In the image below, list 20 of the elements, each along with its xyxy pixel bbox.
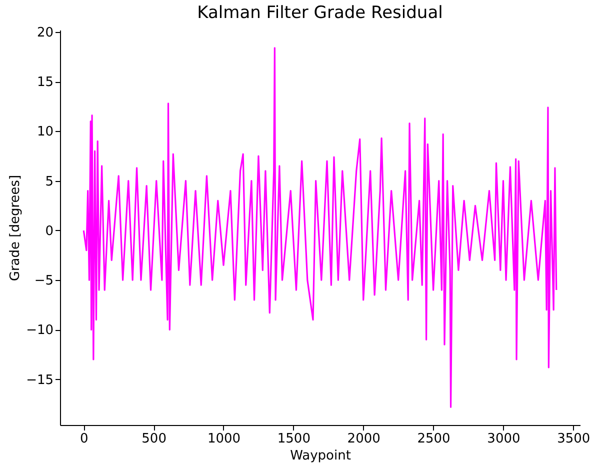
- x-axis-title: Waypoint: [290, 448, 351, 464]
- x-tick-label: 0: [80, 432, 88, 446]
- y-tick-label: 20: [36, 25, 54, 40]
- y-tick-label: 5: [45, 174, 54, 190]
- line-series: [82, 47, 558, 408]
- x-tick-label: 3000: [487, 432, 520, 446]
- y-tick-label: 15: [36, 75, 54, 90]
- y-tick-label: −15: [26, 372, 54, 388]
- x-tick-label: 1500: [277, 432, 310, 446]
- y-tick-label: 10: [36, 124, 54, 140]
- x-tick-label: 500: [142, 432, 166, 446]
- y-tick-label: −10: [26, 323, 54, 338]
- y-tick-label: −5: [34, 274, 54, 289]
- y-tick-label: 0: [45, 224, 54, 239]
- x-tick-label: 2500: [417, 432, 450, 446]
- x-tick-label: 2000: [347, 432, 380, 446]
- x-tick-label: 3500: [557, 432, 590, 446]
- chart-title: Kalman Filter Grade Residual: [197, 2, 443, 23]
- x-tick-label: 1000: [207, 432, 241, 446]
- y-axis-title: Grade [degrees]: [8, 174, 24, 282]
